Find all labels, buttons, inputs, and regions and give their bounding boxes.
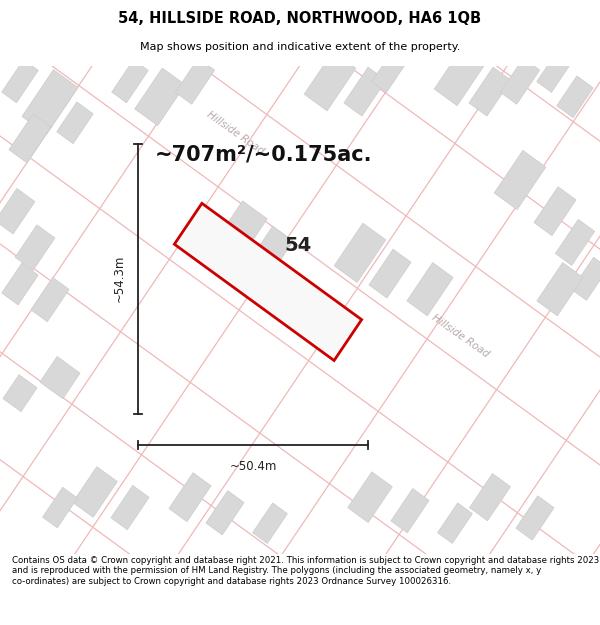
Text: Contains OS data © Crown copyright and database right 2021. This information is : Contains OS data © Crown copyright and d…	[12, 556, 599, 586]
Polygon shape	[469, 67, 511, 116]
Text: 54: 54	[284, 236, 311, 255]
Text: ~50.4m: ~50.4m	[229, 460, 277, 472]
Polygon shape	[169, 472, 211, 522]
Polygon shape	[391, 489, 429, 533]
Polygon shape	[572, 258, 600, 301]
Polygon shape	[2, 263, 38, 305]
Polygon shape	[348, 472, 392, 522]
Polygon shape	[253, 503, 287, 544]
Text: ~707m²/~0.175ac.: ~707m²/~0.175ac.	[155, 144, 373, 164]
Polygon shape	[344, 67, 386, 116]
Text: Map shows position and indicative extent of the property.: Map shows position and indicative extent…	[140, 42, 460, 52]
Polygon shape	[112, 59, 148, 102]
Polygon shape	[334, 223, 386, 282]
Polygon shape	[22, 69, 78, 134]
Polygon shape	[9, 114, 51, 163]
Polygon shape	[43, 488, 77, 528]
Polygon shape	[111, 486, 149, 530]
Polygon shape	[213, 201, 267, 263]
Polygon shape	[57, 102, 93, 144]
Polygon shape	[557, 76, 593, 118]
Polygon shape	[494, 151, 546, 209]
Polygon shape	[434, 46, 486, 106]
Polygon shape	[175, 58, 215, 104]
Polygon shape	[556, 219, 595, 266]
Polygon shape	[407, 262, 453, 316]
Polygon shape	[247, 226, 293, 279]
Text: Hillside Road: Hillside Road	[430, 312, 491, 359]
Polygon shape	[369, 249, 411, 298]
Text: 54, HILLSIDE ROAD, NORTHWOOD, HA6 1QB: 54, HILLSIDE ROAD, NORTHWOOD, HA6 1QB	[118, 11, 482, 26]
Polygon shape	[175, 203, 362, 361]
Polygon shape	[206, 491, 244, 535]
Polygon shape	[40, 356, 80, 399]
Polygon shape	[135, 68, 185, 126]
Polygon shape	[3, 375, 37, 412]
Polygon shape	[372, 49, 408, 92]
Polygon shape	[500, 58, 539, 104]
Polygon shape	[470, 474, 511, 521]
Polygon shape	[2, 59, 38, 102]
Polygon shape	[537, 262, 583, 316]
Polygon shape	[304, 52, 356, 111]
Text: ~54.3m: ~54.3m	[113, 255, 126, 302]
Polygon shape	[15, 225, 55, 271]
Polygon shape	[437, 503, 472, 544]
Polygon shape	[0, 189, 35, 234]
Polygon shape	[516, 496, 554, 540]
Polygon shape	[537, 49, 573, 92]
Text: Hillside Road: Hillside Road	[205, 110, 266, 157]
Polygon shape	[73, 467, 117, 518]
Polygon shape	[534, 187, 576, 236]
Polygon shape	[31, 278, 69, 322]
